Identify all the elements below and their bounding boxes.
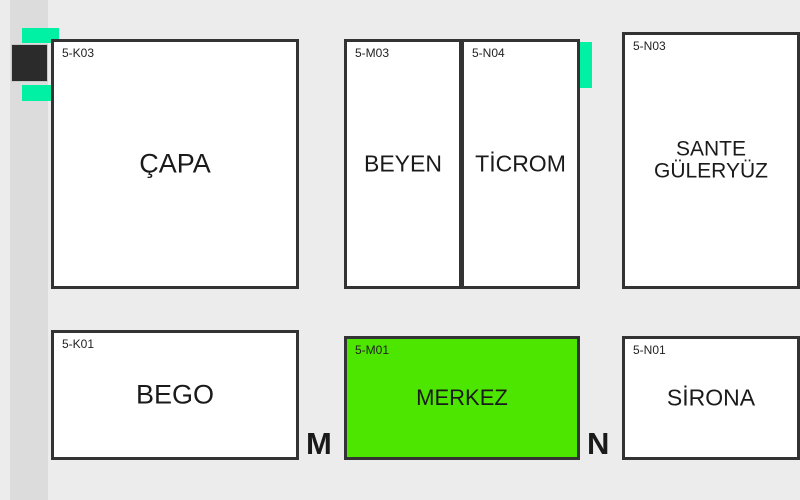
booth-5-n03[interactable]: 5-N03 SANTE GÜLERYÜZ bbox=[622, 32, 800, 289]
booth-name: MERKEZ bbox=[416, 385, 508, 411]
booth-code: 5-N03 bbox=[633, 39, 666, 53]
booth-5-m01[interactable]: 5-M01 MERKEZ bbox=[344, 336, 580, 460]
booth-5-m03[interactable]: 5-M03 BEYEN bbox=[344, 39, 462, 289]
entrance-accent-top bbox=[22, 28, 59, 43]
side-accent-bar bbox=[578, 42, 592, 88]
entrance-accent-bottom bbox=[22, 85, 59, 101]
booth-code: 5-N04 bbox=[472, 46, 505, 60]
booth-name: BEGO bbox=[135, 379, 215, 410]
booth-5-n04[interactable]: 5-N04 TİCROM bbox=[461, 39, 580, 289]
aisle-label-n: N bbox=[587, 426, 610, 461]
booth-code: 5-K01 bbox=[62, 337, 95, 351]
entrance-block[interactable] bbox=[11, 44, 48, 82]
booth-5-k01[interactable]: 5-K01 BEGO bbox=[51, 330, 299, 460]
aisle-label-m: M bbox=[306, 426, 332, 461]
booth-5-n01[interactable]: 5-N01 SİRONA bbox=[622, 336, 800, 460]
booth-name: ÇAPA bbox=[139, 148, 211, 179]
booth-name: SİRONA bbox=[666, 384, 756, 411]
booth-5-k03[interactable]: 5-K03 ÇAPA bbox=[51, 39, 299, 289]
booth-name: BEYEN bbox=[364, 150, 442, 177]
booth-name: TİCROM bbox=[475, 150, 566, 177]
booth-code: 5-M01 bbox=[355, 343, 390, 357]
left-corridor bbox=[10, 0, 48, 500]
booth-code: 5-M03 bbox=[355, 46, 390, 60]
booth-code: 5-N01 bbox=[633, 343, 666, 357]
booth-name: SANTE GÜLERYÜZ bbox=[654, 136, 768, 183]
booth-code: 5-K03 bbox=[62, 46, 95, 60]
